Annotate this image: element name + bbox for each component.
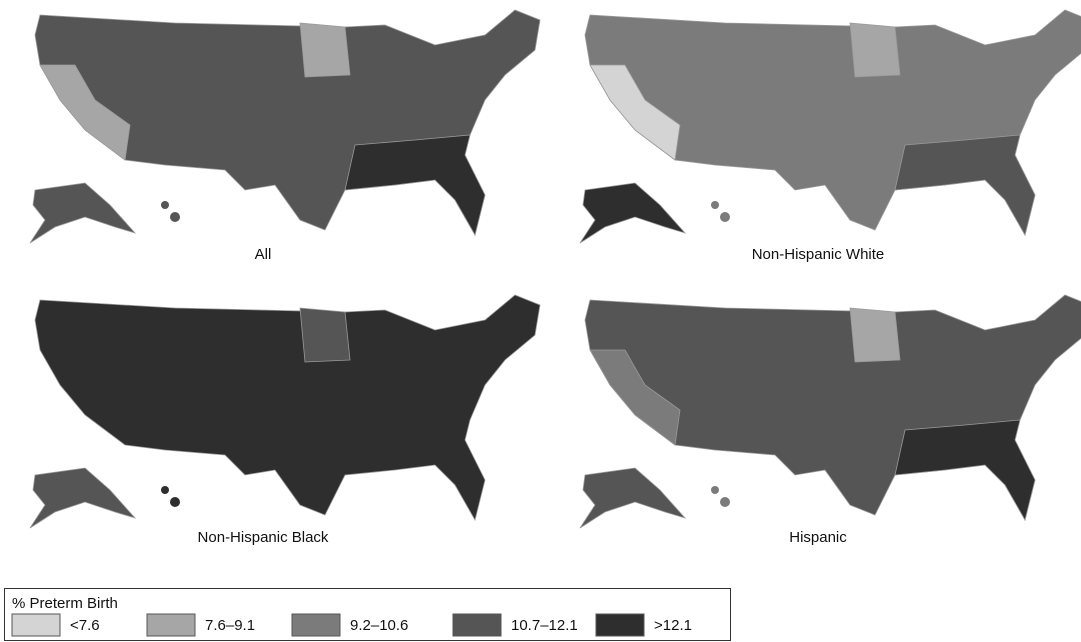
map-all [29,9,541,244]
legend-swatch [595,613,645,637]
legend-label: 9.2–10.6 [350,617,408,634]
legend-swatch [11,613,61,637]
panel-title: Hispanic [789,529,847,546]
legend-swatch [146,613,196,637]
map-hispanic [579,294,1081,529]
panel-title: Non-Hispanic Black [198,529,329,546]
legend-swatch [452,613,502,637]
map-white [579,9,1081,244]
map-black [29,294,541,529]
legend-title: % Preterm Birth [12,595,118,612]
legend-label: <7.6 [70,617,100,634]
legend-swatch [291,613,341,637]
legend-label: 7.6–9.1 [205,617,255,634]
legend-label: >12.1 [654,617,692,634]
legend-box [4,588,731,641]
panel-title: Non-Hispanic White [752,246,885,263]
panel-title: All [255,246,272,263]
legend-label: 10.7–12.1 [511,617,578,634]
